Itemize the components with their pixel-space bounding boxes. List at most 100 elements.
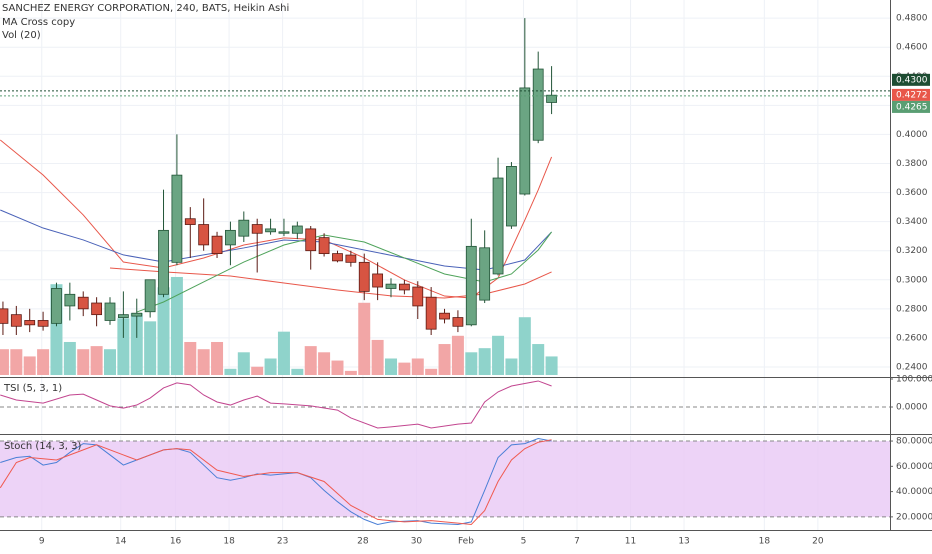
candle-body bbox=[452, 317, 464, 327]
y-tick-label: 0.3600 bbox=[896, 188, 928, 198]
volume-bar bbox=[77, 349, 90, 375]
y-tick-label: 0.2800 bbox=[896, 304, 928, 314]
price-badge-label: 0.4300 bbox=[896, 75, 928, 85]
candle-body bbox=[251, 224, 263, 234]
y-tick-label: 0.4800 bbox=[896, 14, 928, 24]
volume-bar bbox=[0, 349, 9, 375]
volume-bar bbox=[425, 368, 438, 375]
volume-bar bbox=[344, 370, 357, 375]
y-tick-label: 0.4000 bbox=[896, 130, 928, 140]
candle-body bbox=[412, 286, 424, 307]
volume-bar bbox=[411, 358, 424, 375]
x-tick-label: 23 bbox=[277, 537, 288, 547]
candle-body bbox=[519, 87, 531, 195]
candle-body bbox=[318, 237, 330, 255]
y-tick-label: 0.3800 bbox=[896, 159, 928, 169]
volume-bar bbox=[103, 349, 116, 375]
candle-body bbox=[278, 231, 290, 234]
volume-bar bbox=[358, 302, 371, 375]
candle-body bbox=[117, 314, 129, 318]
volume-bar bbox=[518, 317, 531, 375]
candle-body bbox=[198, 224, 210, 246]
x-tick-label: Feb bbox=[458, 537, 474, 547]
pane-title: Stoch (14, 3, 3) bbox=[4, 441, 81, 452]
candle-body bbox=[345, 254, 357, 263]
candle-body bbox=[372, 273, 384, 288]
chart-title: SANCHEZ ENERGY CORPORATION, 240, BATS, H… bbox=[2, 3, 289, 14]
volume-bar bbox=[157, 287, 170, 375]
candle-body bbox=[225, 229, 236, 246]
candle-body bbox=[104, 302, 116, 321]
volume-bar bbox=[545, 356, 558, 375]
candle-body bbox=[479, 247, 491, 301]
volume-bar bbox=[478, 348, 491, 375]
y-tick-label: 40.0000 bbox=[896, 487, 932, 497]
candle-body bbox=[305, 228, 317, 252]
indicator-line bbox=[0, 438, 552, 525]
x-tick-label: 18 bbox=[223, 537, 235, 547]
candle-body bbox=[425, 296, 437, 330]
volume-bar bbox=[211, 341, 224, 375]
x-tick-label: 14 bbox=[115, 537, 127, 547]
volume-bar bbox=[331, 360, 344, 375]
y-tick-label: 60.0000 bbox=[896, 462, 932, 472]
volume-bar bbox=[318, 352, 331, 375]
price-badge bbox=[892, 100, 930, 113]
candle-body bbox=[131, 312, 143, 317]
y-tick-label: 0.2600 bbox=[896, 333, 928, 343]
x-tick-label: 7 bbox=[574, 537, 580, 547]
candle-body bbox=[385, 283, 397, 289]
volume-bar bbox=[385, 358, 398, 375]
x-tick-label: 16 bbox=[170, 537, 182, 547]
y-tick-label: 100.0000 bbox=[896, 375, 932, 385]
x-tick-label: 13 bbox=[678, 537, 689, 547]
indicator-line bbox=[0, 439, 552, 525]
y-tick-label: 0.3200 bbox=[896, 246, 928, 256]
volume-bar bbox=[237, 352, 250, 375]
volume-bar bbox=[304, 346, 317, 375]
candle-body bbox=[291, 225, 303, 234]
y-tick-label: 0.3000 bbox=[896, 275, 928, 285]
candle-body bbox=[10, 314, 22, 327]
candle-body bbox=[358, 261, 370, 292]
x-tick-label: 9 bbox=[39, 537, 45, 547]
volume-bar bbox=[23, 356, 36, 375]
indicator-line bbox=[0, 380, 552, 429]
candle-body bbox=[211, 235, 223, 255]
candle-body bbox=[332, 253, 343, 262]
price-badge-label: 0.4265 bbox=[896, 102, 928, 112]
x-tick-label: 28 bbox=[357, 537, 369, 547]
x-tick-label: 30 bbox=[411, 537, 423, 547]
volume-bar bbox=[264, 358, 277, 375]
volume-bar bbox=[451, 335, 464, 375]
candle-body bbox=[91, 302, 103, 316]
candle-body bbox=[24, 320, 36, 326]
x-tick-label: 11 bbox=[625, 537, 636, 547]
price-badge-label: 0.4272 bbox=[896, 90, 928, 100]
y-tick-label: 0.4600 bbox=[896, 43, 928, 53]
candle-body bbox=[64, 293, 76, 307]
volume-bar bbox=[170, 276, 183, 375]
volume-bar bbox=[144, 321, 157, 375]
volume-bar bbox=[130, 313, 143, 375]
volume-bar bbox=[492, 335, 505, 375]
y-tick-label: 0.0000 bbox=[896, 403, 928, 413]
candle-body bbox=[398, 283, 410, 291]
candle-body bbox=[0, 308, 9, 324]
candle-body bbox=[265, 228, 276, 233]
volume-bar bbox=[532, 344, 545, 375]
x-tick-label: 18 bbox=[759, 537, 771, 547]
y-tick-label: 0.3400 bbox=[896, 217, 928, 227]
candle-body bbox=[492, 177, 504, 275]
candle-body bbox=[171, 174, 183, 263]
volume-bar bbox=[117, 318, 130, 375]
candle-body bbox=[439, 312, 450, 320]
volume-bar bbox=[251, 366, 264, 375]
volume-bar bbox=[371, 339, 384, 375]
x-tick-label: 20 bbox=[812, 537, 824, 547]
volume-bar bbox=[398, 362, 411, 375]
volume-bar bbox=[90, 346, 103, 375]
candle-body bbox=[51, 288, 62, 324]
